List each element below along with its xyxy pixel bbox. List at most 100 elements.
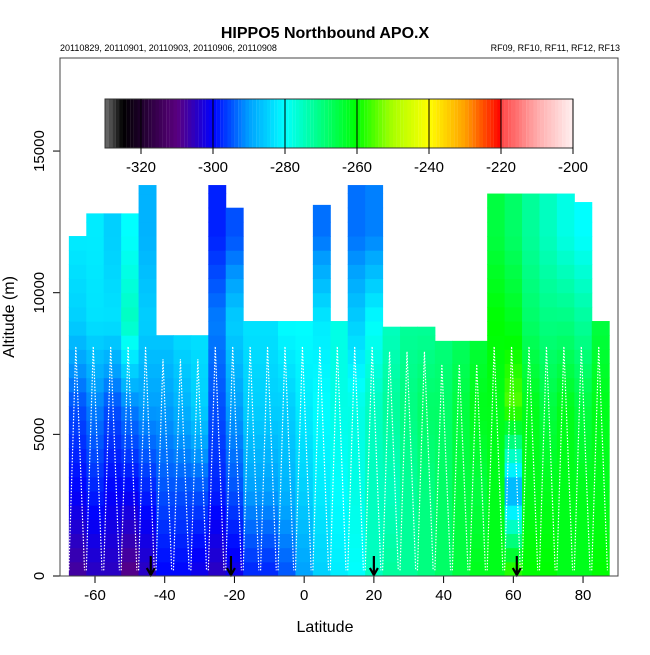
- heatmap-cell: [260, 533, 279, 549]
- heatmap-cell: [539, 547, 558, 563]
- heatmap-cell: [591, 434, 610, 450]
- heatmap-cell: [487, 420, 506, 435]
- heatmap-cell: [295, 491, 314, 506]
- colorbar-segment: [403, 99, 408, 148]
- heatmap-cell: [225, 306, 244, 322]
- heatmap-cell: [434, 349, 453, 365]
- heatmap-cell: [243, 448, 262, 464]
- heatmap-cell: [574, 547, 593, 563]
- heatmap-cell: [103, 321, 122, 336]
- heatmap-cell: [190, 335, 209, 350]
- heatmap-cell: [260, 335, 279, 350]
- heatmap-cell: [574, 278, 593, 294]
- colorbar-tick-label: -220: [486, 159, 516, 176]
- heatmap-cell: [539, 306, 558, 322]
- heatmap-cell: [365, 335, 384, 350]
- heatmap-cell: [347, 533, 366, 549]
- heatmap-cell: [574, 476, 593, 492]
- heatmap-cell: [312, 476, 331, 492]
- heatmap-cell: [138, 250, 157, 265]
- heatmap-cell: [504, 250, 523, 265]
- heatmap-cell: [156, 462, 174, 478]
- heatmap-cell: [487, 278, 506, 294]
- heatmap-cell: [260, 434, 279, 450]
- heatmap-cell: [243, 476, 262, 492]
- heatmap-cell: [487, 335, 506, 350]
- colorbar-segment: [166, 99, 170, 148]
- colorbar-segment: [310, 99, 314, 148]
- heatmap-cell: [190, 505, 209, 520]
- heatmap-cell: [225, 476, 244, 492]
- heatmap-cell: [121, 448, 140, 464]
- heatmap-cell: [138, 547, 157, 563]
- heatmap-cell: [260, 476, 279, 492]
- heatmap-cell: [225, 278, 244, 294]
- heatmap-cell: [522, 306, 540, 322]
- heatmap-cell: [365, 434, 384, 450]
- heatmap-cell: [330, 448, 349, 464]
- heatmap-cell: [522, 476, 540, 492]
- y-tick-label: 10000: [31, 272, 48, 314]
- heatmap-cell: [591, 349, 610, 365]
- heatmap-cell: [138, 335, 157, 350]
- flight-track: [399, 351, 417, 571]
- colorbar-segment: [346, 99, 350, 148]
- heatmap-cell: [243, 533, 262, 549]
- heatmap-cell: [539, 264, 558, 280]
- colorbar-segment: [414, 99, 419, 148]
- heatmap-cell: [208, 561, 227, 577]
- heatmap-cell: [469, 547, 488, 563]
- heatmap-cell: [591, 533, 610, 549]
- heatmap-cell: [156, 476, 174, 492]
- y-tick-label: 0: [31, 572, 48, 580]
- colorbar-segment: [220, 99, 224, 148]
- colorbar-segment: [475, 99, 480, 148]
- heatmap-cell: [469, 363, 488, 379]
- heatmap-cell: [365, 519, 384, 535]
- heatmap-cell: [330, 363, 349, 379]
- heatmap-cell: [487, 561, 506, 577]
- heatmap-cell: [86, 505, 105, 520]
- heatmap-cell: [504, 349, 523, 365]
- heatmap-cell: [208, 207, 227, 223]
- heatmap-cell: [103, 533, 122, 549]
- flight-track: [120, 346, 138, 571]
- heatmap-cell: [138, 420, 157, 435]
- heatmap-cell: [190, 561, 209, 577]
- heatmap-cell: [103, 547, 122, 563]
- heatmap-cell: [312, 561, 331, 577]
- heatmap-cell: [434, 491, 453, 506]
- heatmap-cell: [208, 363, 227, 379]
- colorbar-segment: [411, 99, 415, 148]
- heatmap-cell: [417, 377, 436, 393]
- heatmap-cell: [103, 420, 122, 435]
- colorbar-segment: [382, 99, 386, 148]
- heatmap-cell: [382, 561, 401, 577]
- colorbar-segment: [443, 99, 448, 148]
- heatmap-cell: [173, 448, 192, 464]
- heatmap-cell: [452, 434, 471, 450]
- heatmap-cell: [365, 306, 384, 322]
- heatmap-cell: [103, 462, 122, 478]
- colorbar-segment: [169, 99, 174, 148]
- heatmap-cell: [417, 434, 436, 450]
- heatmap-cell: [574, 462, 593, 478]
- heatmap-cell: [156, 363, 174, 379]
- heatmap-cell: [417, 349, 436, 365]
- heatmap-cell: [225, 207, 244, 223]
- heatmap-cell: [103, 448, 122, 464]
- heatmap-cell: [312, 533, 331, 549]
- colorbar-segment: [555, 99, 559, 148]
- colorbar-segment: [133, 99, 138, 148]
- heatmap-cell: [121, 547, 140, 563]
- colorbar-segment: [277, 99, 282, 148]
- y-axis-label: Altitude (m): [1, 276, 18, 358]
- heatmap-cell: [156, 335, 174, 350]
- heatmap-cell: [103, 250, 122, 265]
- heatmap-cell: [574, 420, 593, 435]
- heatmap-cell: [121, 250, 140, 265]
- heatmap-cell: [190, 434, 209, 450]
- heatmap-cell: [243, 434, 262, 450]
- heatmap-cell: [556, 207, 575, 223]
- heatmap-cell: [347, 306, 366, 322]
